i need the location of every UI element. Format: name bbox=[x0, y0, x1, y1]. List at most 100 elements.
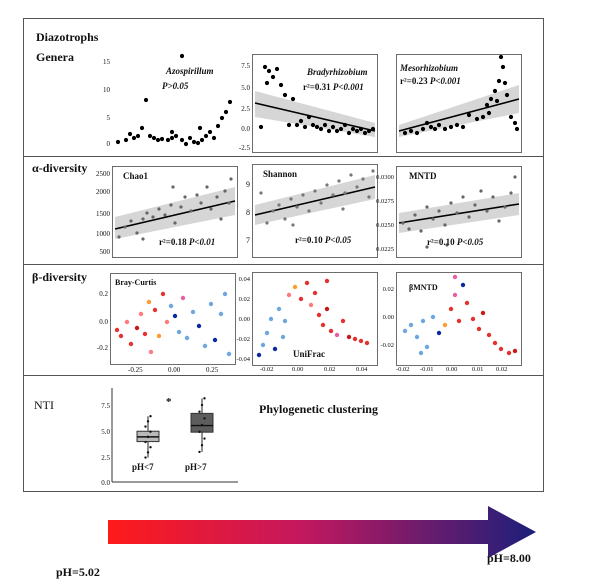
sample-point bbox=[229, 177, 233, 181]
sample-point bbox=[498, 346, 504, 352]
sample-point bbox=[512, 348, 518, 354]
sample-point bbox=[494, 98, 500, 104]
ytick: 2.5 bbox=[241, 105, 250, 113]
sample-point bbox=[424, 344, 430, 350]
sample-point bbox=[301, 193, 305, 197]
ph-end-label: pH=8.00 bbox=[487, 551, 531, 565]
bmntd-yticks: 0.02 0.00 -0.02 bbox=[376, 286, 394, 356]
sample-point bbox=[408, 128, 414, 134]
sample-point bbox=[218, 311, 224, 317]
sample-point bbox=[452, 274, 458, 280]
sample-point bbox=[114, 327, 120, 333]
sample-point bbox=[264, 330, 270, 336]
sample-point bbox=[290, 96, 296, 102]
sample-point bbox=[413, 213, 417, 217]
regression-line bbox=[398, 98, 520, 132]
xtick: -0.25 bbox=[128, 366, 143, 374]
ytick: 0.0275 bbox=[376, 198, 394, 205]
sample-point bbox=[328, 328, 334, 334]
sample-point bbox=[179, 53, 185, 59]
sample-point bbox=[448, 306, 454, 312]
sample-point bbox=[486, 332, 492, 338]
sample-point bbox=[203, 437, 206, 440]
ytick: 0.0225 bbox=[376, 246, 394, 253]
sample-point bbox=[199, 137, 205, 143]
sample-point bbox=[358, 338, 364, 344]
braycurtis-title: Bray-Curtis bbox=[115, 278, 157, 287]
sample-point bbox=[147, 133, 153, 139]
sample-point bbox=[470, 316, 476, 322]
ytick: -2.5 bbox=[238, 144, 250, 152]
sample-point bbox=[449, 201, 453, 205]
sample-point bbox=[146, 299, 152, 305]
sample-point bbox=[486, 110, 492, 116]
sample-point bbox=[485, 209, 489, 213]
sample-point bbox=[364, 340, 370, 346]
sample-point bbox=[127, 131, 133, 137]
sample-point bbox=[259, 191, 263, 195]
chao1-title: Chao1 bbox=[123, 171, 149, 181]
sample-point bbox=[514, 126, 520, 132]
sample-point bbox=[141, 237, 145, 241]
sample-point bbox=[282, 318, 288, 324]
sample-point bbox=[474, 116, 480, 122]
sample-point bbox=[144, 440, 147, 444]
sample-point bbox=[460, 282, 466, 288]
sample-point bbox=[171, 185, 175, 189]
sample-point bbox=[160, 291, 166, 297]
sample-point bbox=[268, 316, 274, 322]
sample-point bbox=[144, 425, 147, 428]
sample-point bbox=[456, 318, 462, 324]
sample-point bbox=[200, 403, 204, 407]
sample-point bbox=[432, 126, 438, 132]
shannon-yticks: 9 8 7 bbox=[236, 176, 250, 256]
sample-point bbox=[370, 126, 376, 132]
sample-point bbox=[361, 177, 365, 181]
xtick: -0.02 bbox=[396, 366, 410, 373]
sample-point bbox=[278, 82, 284, 88]
sample-point bbox=[330, 124, 336, 130]
sample-point bbox=[402, 130, 408, 136]
sample-point bbox=[476, 326, 482, 332]
sample-point bbox=[141, 217, 145, 221]
panel-bradyrhizobium: Bradyrhizobium r²=0.31 P<0.001 bbox=[252, 54, 378, 153]
sample-point bbox=[306, 114, 312, 120]
unifrac-ordination bbox=[256, 278, 370, 358]
sample-point bbox=[131, 135, 137, 141]
nti-boxplot bbox=[111, 388, 238, 483]
sample-point bbox=[358, 126, 364, 132]
panel-unifrac: UniFrac bbox=[252, 272, 378, 366]
sample-point bbox=[408, 322, 414, 328]
nti-yticks: 7.5 5.0 2.5 0.0 bbox=[96, 402, 110, 487]
row-label-beta: β-diversity bbox=[32, 270, 87, 284]
shannon-title: Shannon bbox=[263, 169, 298, 179]
chao1-stat: r²=0.18 P<0.01 bbox=[159, 237, 216, 247]
sample-point bbox=[146, 435, 150, 439]
ytick: 0.0 bbox=[99, 318, 108, 326]
regression-line bbox=[114, 200, 236, 230]
sample-point bbox=[146, 451, 150, 454]
ytick: 8 bbox=[246, 208, 250, 217]
sample-point bbox=[337, 179, 341, 183]
panel-mntd: MNTD r²=0.10 P<0.05 bbox=[396, 166, 522, 258]
sample-point bbox=[414, 334, 420, 340]
sample-point bbox=[480, 114, 486, 120]
xtick: 0.01 bbox=[472, 366, 484, 373]
braycurtis-ordination bbox=[114, 291, 232, 357]
sample-point bbox=[512, 120, 518, 126]
ph-start-label: pH=5.02 bbox=[56, 565, 100, 579]
braycurtis-yticks: 0.2 0.0 -0.2 bbox=[90, 290, 108, 352]
row-label-genera: Genera bbox=[36, 50, 74, 64]
xtick: 0.00 bbox=[168, 366, 181, 374]
sample-point bbox=[164, 319, 170, 325]
panel-mesorhizobium: Mesorhizobium r²=0.23 P<0.001 bbox=[396, 54, 522, 153]
regression-line bbox=[254, 186, 376, 216]
ytick: 2000 bbox=[96, 188, 110, 196]
sample-point bbox=[418, 350, 424, 356]
sample-point bbox=[222, 291, 228, 297]
ytick: 0 bbox=[106, 140, 111, 148]
sample-point bbox=[480, 310, 486, 316]
sample-point bbox=[195, 193, 199, 197]
sample-point bbox=[226, 351, 232, 357]
sample-point bbox=[169, 135, 175, 141]
